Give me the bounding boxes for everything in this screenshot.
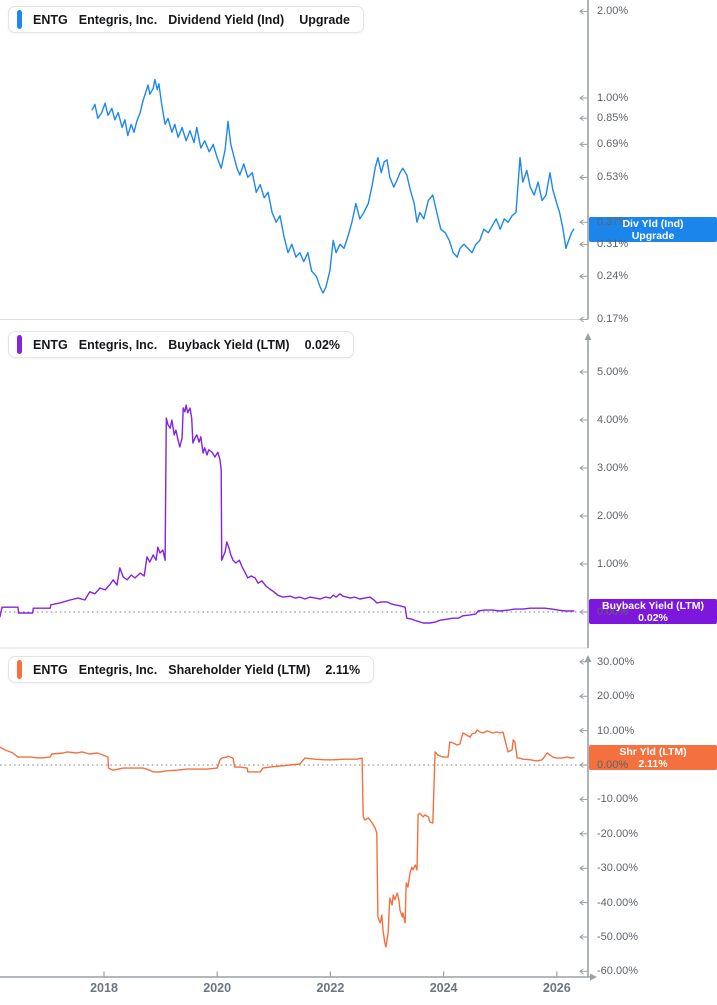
y-axis-tick-icon xyxy=(579,369,588,375)
y-axis-tick-icon xyxy=(579,762,588,768)
company-label: Entegris, Inc. xyxy=(78,12,158,27)
x-axis-tick-label: 2022 xyxy=(316,981,345,995)
buyback-yield-y-axis-arrow-icon xyxy=(584,333,592,340)
y-axis-tick-icon xyxy=(579,727,588,734)
accent-bar-purple xyxy=(17,335,22,354)
y-axis-tick-label: 0.00% xyxy=(597,759,629,771)
y-axis-tick-label: 0.31% xyxy=(597,238,629,251)
y-axis-tick-icon xyxy=(579,693,588,700)
shareholder-yield-last-value-badge xyxy=(589,745,717,771)
header-buyback-yield: ENTG Entegris, Inc. Buyback Yield (LTM) … xyxy=(8,331,355,358)
y-axis-tick-label: 0.24% xyxy=(597,270,629,283)
y-axis-tick-icon xyxy=(579,609,588,615)
y-axis-tick-label: 0.85% xyxy=(597,112,629,125)
metric-label: Buyback Yield (LTM) xyxy=(168,337,290,352)
y-axis-tick-label: 10.00% xyxy=(597,724,635,737)
y-axis-tick-icon xyxy=(579,796,588,803)
y-axis-tick-label: 1.00% xyxy=(597,558,629,570)
y-axis-tick-label: 20.00% xyxy=(597,690,635,703)
accent-bar-blue xyxy=(17,10,22,29)
y-axis-tick-icon xyxy=(579,8,588,15)
y-axis-tick-label: -60.00% xyxy=(597,965,638,978)
x-axis-tick-label: 2020 xyxy=(203,981,232,995)
y-axis-tick-label: 5.00% xyxy=(597,366,629,378)
y-axis-tick-label: 0.17% xyxy=(597,313,629,326)
y-axis-tick-label: 2.00% xyxy=(597,5,629,18)
y-axis-tick-icon xyxy=(579,417,588,423)
y-axis-tick-label: 4.00% xyxy=(597,414,629,426)
company-label: Entegris, Inc. xyxy=(78,662,158,677)
ticker-label: ENTG xyxy=(33,337,68,352)
y-axis-tick-icon xyxy=(579,513,588,519)
metric-value: 2.11% xyxy=(325,662,361,677)
dividend-yield-last-value-badge xyxy=(589,216,717,242)
y-axis-tick-icon xyxy=(579,219,588,226)
upgrade-link[interactable]: Upgrade xyxy=(299,12,350,27)
y-axis-tick-label: -30.00% xyxy=(597,862,638,875)
y-axis-tick-icon xyxy=(579,561,588,567)
metric-label: Shareholder Yield (LTM) xyxy=(168,662,311,677)
y-axis-tick-label: -40.00% xyxy=(597,896,638,909)
y-axis-tick-icon xyxy=(579,968,588,975)
y-axis-tick-label: 0.37% xyxy=(597,216,629,229)
metric-value: 0.02% xyxy=(304,337,341,352)
shareholder-yield-last-value-badge-label: Shr Yld (LTM) 2.11% xyxy=(619,746,687,771)
y-axis-tick-icon xyxy=(579,899,588,906)
y-axis-tick-icon xyxy=(579,934,588,940)
y-axis-tick-icon xyxy=(579,241,588,248)
y-axis-tick-icon xyxy=(579,115,588,122)
company-label: Entegris, Inc. xyxy=(78,337,158,352)
y-axis-tick-label: -50.00% xyxy=(597,931,638,943)
y-axis-tick-icon xyxy=(579,95,588,101)
y-axis-tick-icon xyxy=(579,658,588,665)
shareholder-yield-y-axis-arrow-icon xyxy=(584,655,592,662)
y-axis-tick-label: 30.00% xyxy=(597,655,635,668)
header-dividend-yield: ENTG Entegris, Inc. Dividend Yield (Ind)… xyxy=(8,6,364,33)
y-axis-tick-icon xyxy=(579,141,588,148)
dividend-yield-series-line xyxy=(91,78,575,294)
ticker-label: ENTG xyxy=(33,662,68,677)
y-axis-tick-label: 3.00% xyxy=(597,462,629,474)
y-axis-tick-label: -20.00% xyxy=(597,827,638,840)
y-axis-tick-icon xyxy=(579,830,588,837)
x-axis-tick-label: 2018 xyxy=(90,981,118,995)
accent-bar-orange xyxy=(17,660,22,679)
y-axis-tick-label: 0.53% xyxy=(597,171,629,184)
buyback-yield-last-value-badge xyxy=(589,598,717,624)
ticker-label: ENTG xyxy=(33,12,68,27)
y-axis-tick-label: 0.69% xyxy=(597,138,629,151)
buyback-yield-series-line xyxy=(0,404,575,624)
dividend-yield-last-value-badge-label: Div Yld (Ind) Upgrade xyxy=(622,217,684,242)
x-axis-tick-label: 2024 xyxy=(429,981,458,995)
y-axis-tick-icon xyxy=(579,865,588,872)
y-axis-tick-label: 0.00% xyxy=(597,606,629,618)
metric-label: Dividend Yield (Ind) xyxy=(168,12,285,27)
y-axis-tick-icon xyxy=(579,465,588,471)
y-axis-tick-icon xyxy=(579,174,588,181)
y-axis-tick-icon xyxy=(579,273,588,280)
y-axis-tick-label: 1.00% xyxy=(597,92,629,104)
shareholder-yield-series-line xyxy=(0,729,575,948)
x-axis-arrow-icon xyxy=(590,973,597,981)
x-axis-tick-label: 2026 xyxy=(542,981,571,995)
header-shareholder-yield: ENTG Entegris, Inc. Shareholder Yield (L… xyxy=(8,656,375,683)
y-axis-tick-icon xyxy=(579,316,588,323)
y-axis-tick-label: 2.00% xyxy=(597,510,629,522)
y-axis-tick-label: -10.00% xyxy=(597,793,638,806)
buyback-yield-last-value-badge-label: Buyback Yield (LTM) 0.02% xyxy=(602,599,704,624)
